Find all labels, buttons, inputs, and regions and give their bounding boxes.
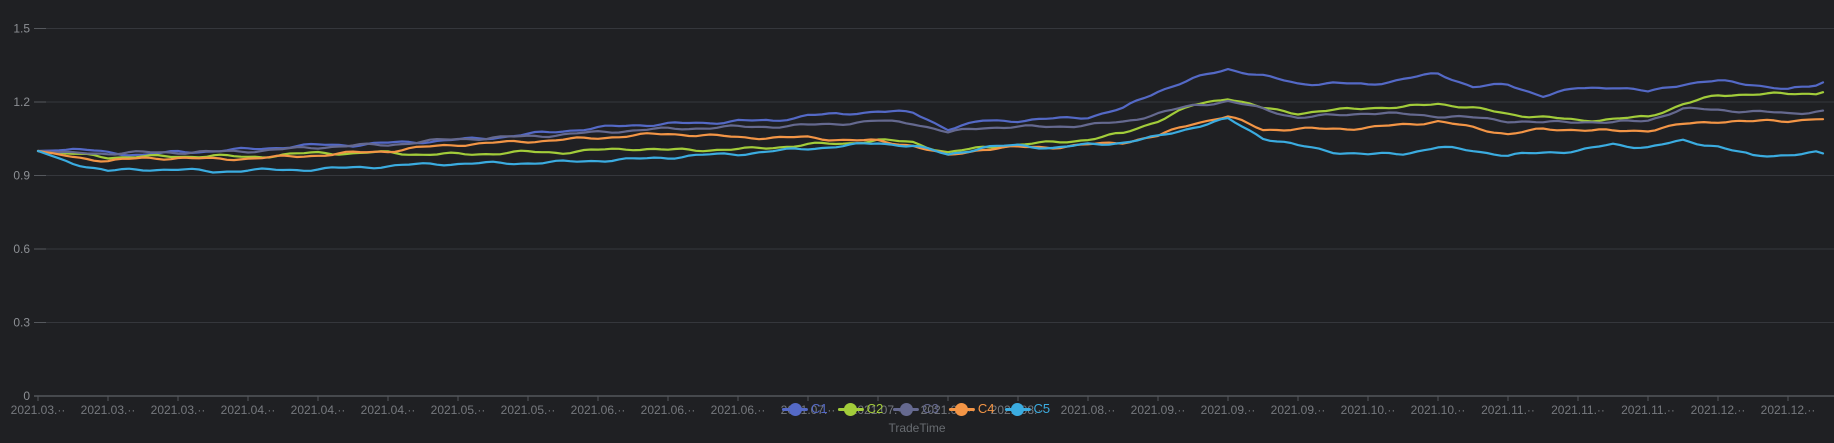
x-axis-label: 2021.04.··	[291, 403, 346, 417]
x-axis-label: 2021.05.··	[431, 403, 486, 417]
y-axis-label: 0.9	[13, 169, 30, 183]
x-axis-title: TradeTime	[888, 421, 946, 435]
x-axis-label: 2021.08.··	[1061, 403, 1116, 417]
legend-label: C1	[810, 401, 828, 416]
x-axis-label: 2021.09.··	[1271, 403, 1326, 417]
x-axis-label: 2021.09.··	[1131, 403, 1186, 417]
legend-item-c4[interactable]: C4	[948, 401, 995, 416]
x-axis-label: 2021.06.··	[571, 403, 626, 417]
x-axis-label: 2021.06.··	[641, 403, 696, 417]
x-axis-label: 2021.03.··	[11, 403, 66, 417]
x-axis-label: 2021.04.··	[221, 403, 276, 417]
x-axis-label: 2021.09.··	[1201, 403, 1256, 417]
x-axis-label: 2021.06.··	[711, 403, 766, 417]
legend-label: C5	[1033, 401, 1051, 416]
legend-line-dot-icon	[948, 402, 975, 416]
y-axis-label: 0.6	[13, 242, 30, 256]
y-axis-label: 1.5	[13, 22, 30, 36]
x-axis-label: 2021.03.··	[151, 403, 206, 417]
legend-label: C3	[922, 401, 939, 416]
legend-item-c5[interactable]: C5	[1004, 402, 1050, 416]
x-axis-label: 2021.11.··	[1551, 403, 1605, 417]
x-axis-label: 2021.12.··	[1761, 403, 1816, 417]
legend-line-dot-icon	[837, 402, 864, 416]
legend-item-c2[interactable]: C2	[837, 401, 884, 416]
legend-line-dot-icon	[1004, 402, 1031, 416]
x-axis-label: 2021.10.··	[1341, 403, 1396, 417]
x-axis-label: 2021.03.··	[81, 403, 136, 417]
x-axis-label: 2021.07.··	[851, 403, 906, 417]
x-axis-label: 2021.10.··	[1411, 403, 1466, 417]
legend: C1 C2 C3 C4 C5	[781, 401, 1050, 416]
legend-item-c3[interactable]: C3	[893, 402, 939, 416]
x-axis-label: 2021.04.··	[361, 403, 416, 417]
y-axis-label: 0.3	[13, 316, 30, 330]
legend-label: C4	[977, 401, 995, 416]
x-axis-label: 2021.05.··	[501, 403, 556, 417]
series-line-c4	[36, 115, 1825, 163]
x-axis-label: 2021.11.··	[1621, 403, 1675, 417]
series-line-c5	[36, 117, 1825, 174]
y-axis-label: 0	[23, 389, 30, 403]
series-line-c3	[36, 99, 1825, 156]
y-axis-label: 1.2	[13, 95, 30, 109]
legend-item-c1[interactable]: C1	[781, 401, 828, 416]
x-axis-label: 2021.12.··	[1691, 403, 1746, 417]
legend-label: C2	[866, 401, 884, 416]
x-axis-label: 2021.11.··	[1481, 403, 1535, 417]
legend-line-dot-icon	[893, 402, 920, 416]
series-line-c1	[36, 68, 1825, 157]
legend-line-dot-icon	[781, 402, 808, 416]
